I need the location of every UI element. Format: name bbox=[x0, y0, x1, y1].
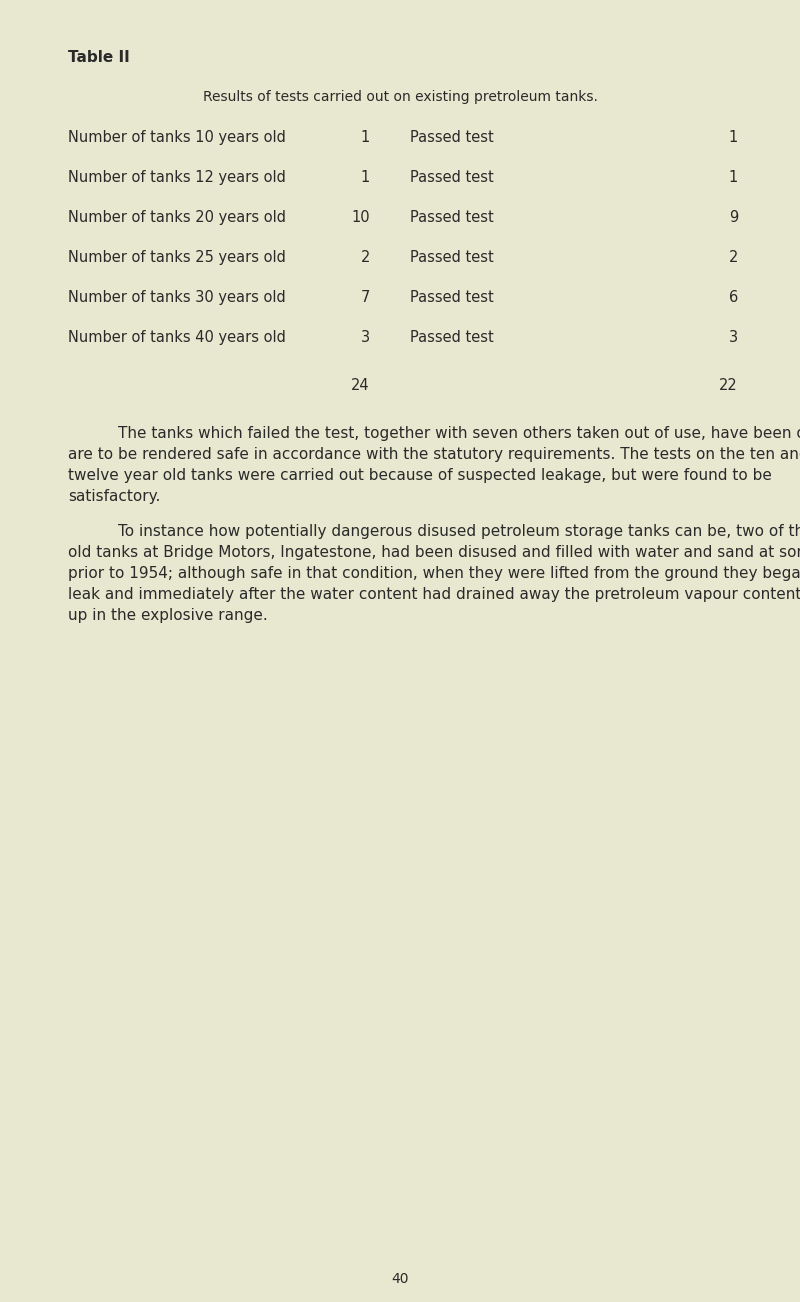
Text: Number of tanks 30 years old: Number of tanks 30 years old bbox=[68, 290, 286, 305]
Text: Number of tanks 20 years old: Number of tanks 20 years old bbox=[68, 210, 286, 225]
Text: 3: 3 bbox=[729, 329, 738, 345]
Text: satisfactory.: satisfactory. bbox=[68, 490, 160, 504]
Text: 1: 1 bbox=[729, 130, 738, 145]
Text: The tanks which failed the test, together with seven others taken out of use, ha: The tanks which failed the test, togethe… bbox=[118, 426, 800, 441]
Text: Number of tanks 25 years old: Number of tanks 25 years old bbox=[68, 250, 286, 266]
Text: Passed test: Passed test bbox=[410, 290, 494, 305]
Text: 2: 2 bbox=[729, 250, 738, 266]
Text: Table II: Table II bbox=[68, 49, 130, 65]
Text: Passed test: Passed test bbox=[410, 210, 494, 225]
Text: old tanks at Bridge Motors, Ingatestone, had been disused and filled with water : old tanks at Bridge Motors, Ingatestone,… bbox=[68, 546, 800, 560]
Text: Passed test: Passed test bbox=[410, 130, 494, 145]
Text: twelve year old tanks were carried out because of suspected leakage, but were fo: twelve year old tanks were carried out b… bbox=[68, 467, 772, 483]
Text: 9: 9 bbox=[729, 210, 738, 225]
Text: 22: 22 bbox=[719, 378, 738, 393]
Text: 1: 1 bbox=[361, 171, 370, 185]
Text: 7: 7 bbox=[361, 290, 370, 305]
Text: 40: 40 bbox=[391, 1272, 409, 1286]
Text: Passed test: Passed test bbox=[410, 329, 494, 345]
Text: 3: 3 bbox=[361, 329, 370, 345]
Text: 2: 2 bbox=[361, 250, 370, 266]
Text: 10: 10 bbox=[351, 210, 370, 225]
Text: Number of tanks 10 years old: Number of tanks 10 years old bbox=[68, 130, 286, 145]
Text: Passed test: Passed test bbox=[410, 250, 494, 266]
Text: Number of tanks 40 years old: Number of tanks 40 years old bbox=[68, 329, 286, 345]
Text: leak and immediately after the water content had drained away the pretroleum vap: leak and immediately after the water con… bbox=[68, 587, 800, 602]
Text: 24: 24 bbox=[351, 378, 370, 393]
Text: To instance how potentially dangerous disused petroleum storage tanks can be, tw: To instance how potentially dangerous di… bbox=[118, 523, 800, 539]
Text: Results of tests carried out on existing pretroleum tanks.: Results of tests carried out on existing… bbox=[202, 90, 598, 104]
Text: up in the explosive range.: up in the explosive range. bbox=[68, 608, 268, 622]
Text: 6: 6 bbox=[729, 290, 738, 305]
Text: 1: 1 bbox=[729, 171, 738, 185]
Text: 1: 1 bbox=[361, 130, 370, 145]
Text: Number of tanks 12 years old: Number of tanks 12 years old bbox=[68, 171, 286, 185]
Text: prior to 1954; although safe in that condition, when they were lifted from the g: prior to 1954; although safe in that con… bbox=[68, 566, 800, 581]
Text: Passed test: Passed test bbox=[410, 171, 494, 185]
Text: are to be rendered safe in accordance with the statutory requirements. The tests: are to be rendered safe in accordance wi… bbox=[68, 447, 800, 462]
